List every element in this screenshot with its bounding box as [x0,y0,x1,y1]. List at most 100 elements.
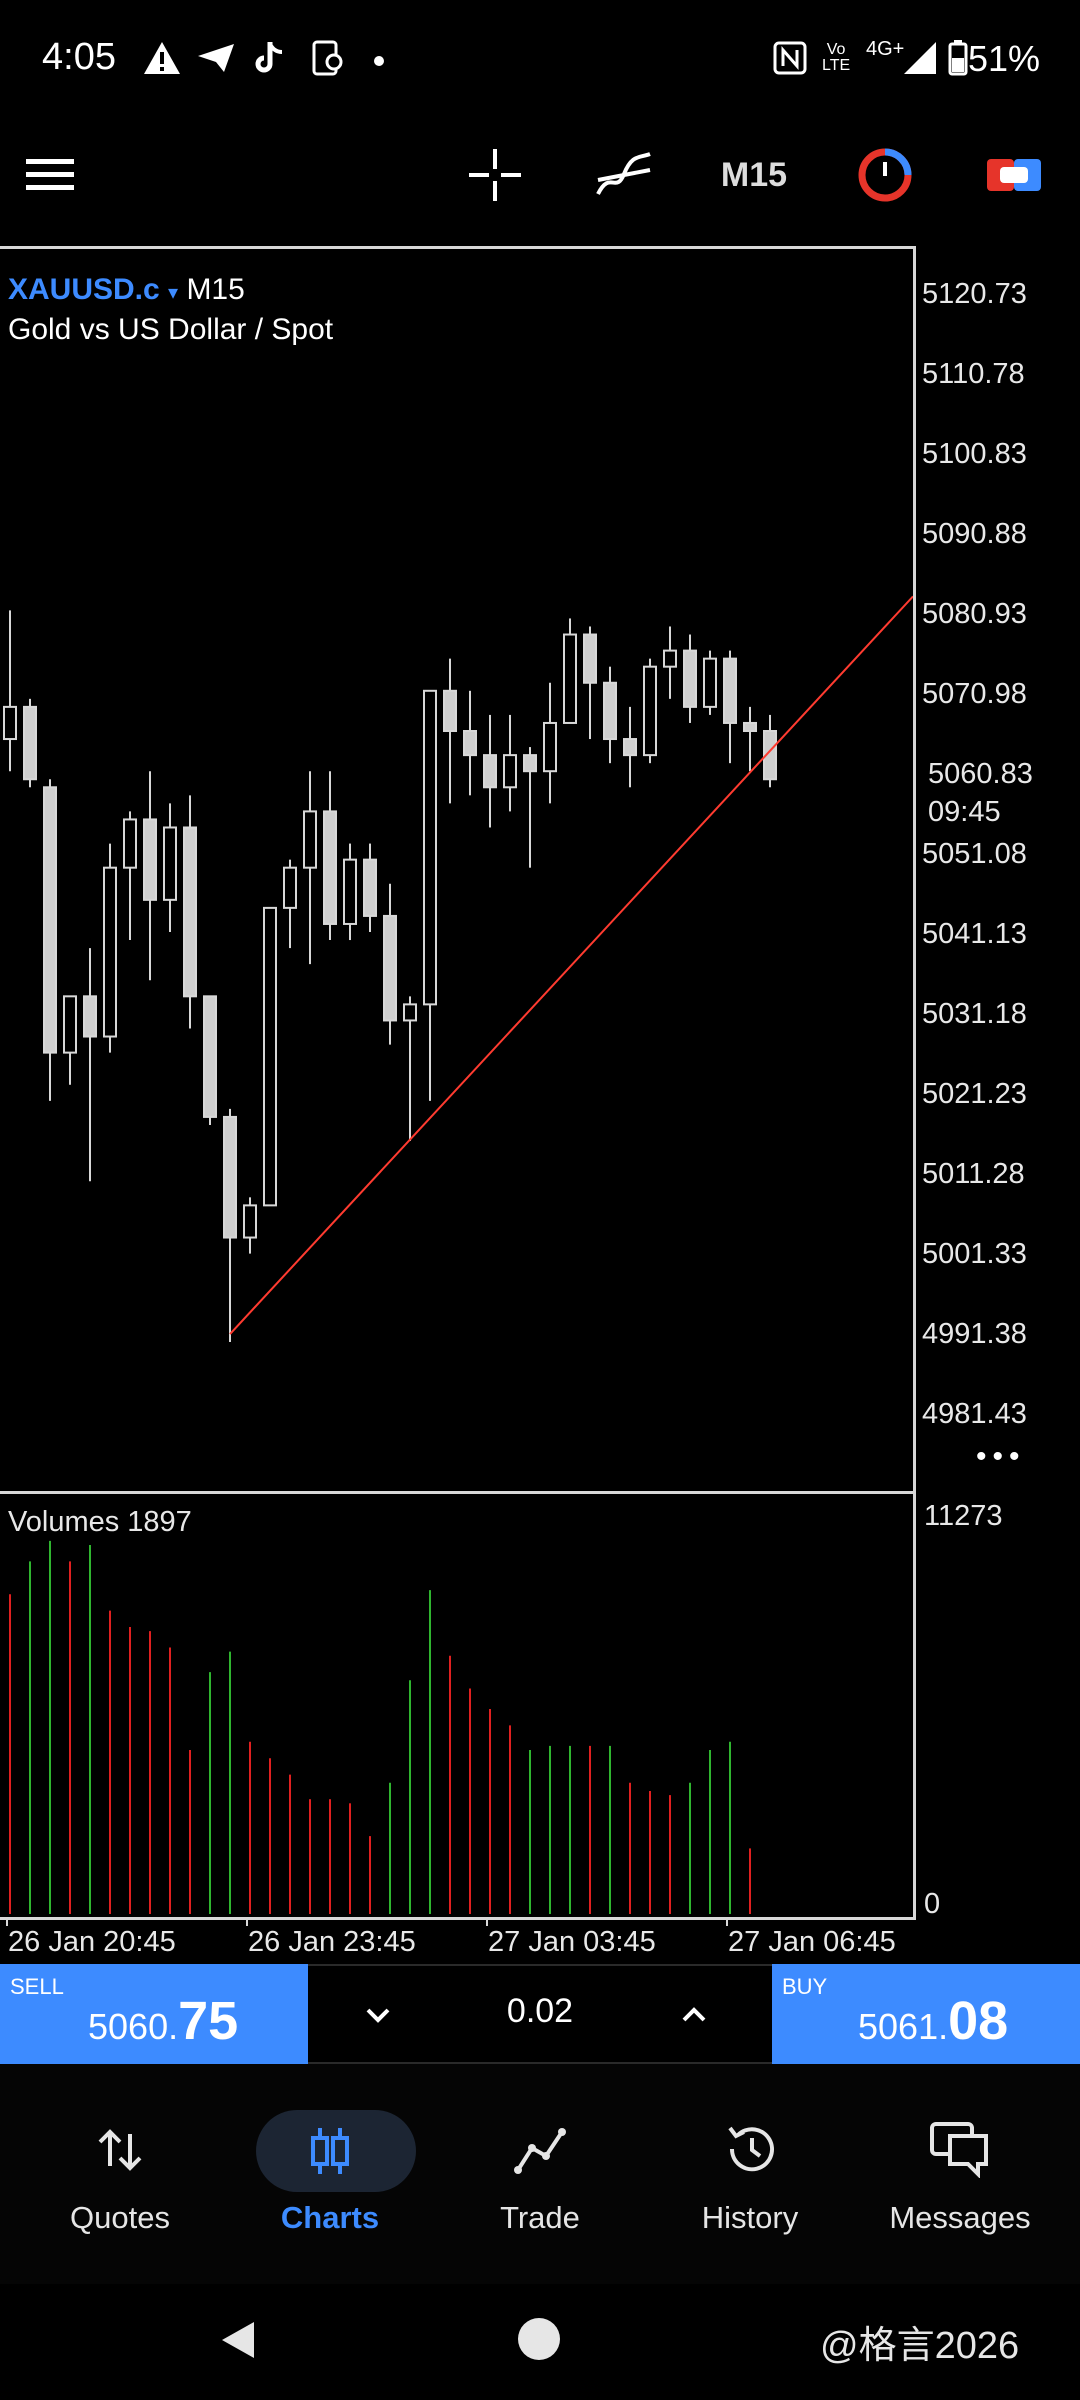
system-navigation-bar: @格言2026 [0,2284,1080,2400]
volume-label: Volumes 1897 [8,1506,192,1538]
candle [443,658,457,804]
candle-body-bull [303,810,317,869]
nav-messages[interactable]: Messages [852,2064,1068,2284]
candle-body-bear [723,657,737,724]
candle [743,706,757,772]
nav-quotes-label: Quotes [70,2200,170,2235]
menu-button[interactable] [20,140,80,210]
one-click-trading-button[interactable] [854,140,916,210]
candle-body-bear [143,818,157,901]
candle [283,859,297,949]
candle-body-bull [563,633,577,724]
price-axis-label: 5110.78 [922,358,1025,390]
trendline[interactable] [229,595,913,1335]
sell-price: 5060.75 [88,1991,239,2051]
candle [163,803,177,933]
increase-lot-button[interactable] [674,1990,714,2040]
candle [583,626,597,740]
nav-trade[interactable]: Trade [432,2064,648,2284]
nav-charts-label: Charts [280,2200,380,2235]
lot-size-input[interactable]: 0.02 [506,1992,574,2030]
volume-panel[interactable]: Volumes 1897 [0,1494,916,1920]
price-axis-label: 5070.98 [922,678,1027,710]
candle [143,771,157,981]
sell-button[interactable]: SELL 5060.75 [0,1964,308,2064]
candle [503,714,517,812]
more-options-icon[interactable]: ••• [976,1440,1026,1473]
time-axis-label: 26 Jan 20:45 [8,1926,176,1958]
time-axis-tick [246,1918,248,1926]
candle [383,883,397,1045]
back-icon[interactable] [218,2318,258,2362]
network-type: 4G+ [866,38,905,60]
hamburger-icon [26,159,74,190]
bar-countdown: 09:45 [928,796,1001,828]
candle [543,682,557,804]
candle [643,658,657,764]
candle [23,698,37,788]
candlestick-chart[interactable] [0,249,913,1494]
tiktok-icon [255,42,283,73]
trade-line-icon [514,2128,566,2174]
candle [403,996,417,1142]
candle-body-bear [623,738,637,757]
candle [203,995,217,1125]
decrease-lot-button[interactable] [358,1990,398,2040]
current-price-label: 5060.83 [928,758,1033,790]
symbol-name[interactable]: XAUUSD.c [8,273,160,306]
candle [303,771,317,965]
trade-panel-button[interactable] [984,140,1044,210]
candle [183,795,197,1029]
candle-body-bear [763,730,777,781]
candle [83,948,97,1182]
candle-body-bear [583,633,597,684]
candle-body-bear [83,995,97,1038]
price-axis-label: 5031.18 [922,998,1027,1030]
volte-icon: Vo LTE [822,41,851,74]
candle [683,634,697,723]
nav-history[interactable]: History [642,2064,858,2284]
symbol-dropdown-icon[interactable]: ▾ [168,282,179,304]
timeframe-button[interactable]: M15 [720,155,788,194]
price-chart-panel[interactable]: XAUUSD.c ▾ M15 Gold vs US Dollar / Spot [0,246,916,1494]
candle-body-bear [43,786,57,1054]
lot-size-control: 0.02 [308,1964,772,2064]
volume-min-label: 0 [924,1888,941,1920]
home-icon[interactable] [518,2318,560,2360]
buy-button[interactable]: BUY 5061.08 [772,1964,1080,2064]
candle-body-bear [383,914,397,1022]
price-axis-label: 5090.88 [922,518,1027,550]
price-axis-label: 4981.43 [922,1398,1027,1430]
candle-body-bear [743,721,757,733]
nav-history-label: History [701,2200,799,2235]
price-axis-label: 5041.13 [922,918,1027,950]
candle-body-bear [363,858,377,917]
candle [123,811,137,941]
candle-body-bear [203,995,217,1118]
sell-label: SELL [10,1974,64,1999]
price-axis-label: 5001.33 [922,1238,1027,1270]
price-axis-label: 5100.83 [922,438,1027,470]
candle-body-bull [403,1003,417,1022]
crosshair-button[interactable] [462,140,528,210]
candle [603,666,617,764]
chart-timeframe: M15 [186,273,245,306]
candle-body-bull [643,665,657,757]
candle-body-bull [283,866,297,909]
nav-charts[interactable]: Charts [222,2064,438,2284]
candle-body-bull [423,689,437,1006]
candle-body-bull [703,657,717,708]
candle [363,843,377,933]
candle-body-bear [463,730,477,757]
volume-histogram [9,1540,751,1914]
chevron-down-icon [366,2008,390,2023]
indicators-button[interactable] [590,140,658,210]
candle [763,714,777,788]
nav-trade-label: Trade [500,2200,580,2235]
candle-body-bear [683,649,697,708]
nav-quotes[interactable]: Quotes [12,2064,228,2284]
candle-body-bull [163,826,177,901]
candle-body-bear [523,754,537,773]
candle-body-bull [263,906,277,1207]
notification-dot-icon [374,56,384,66]
